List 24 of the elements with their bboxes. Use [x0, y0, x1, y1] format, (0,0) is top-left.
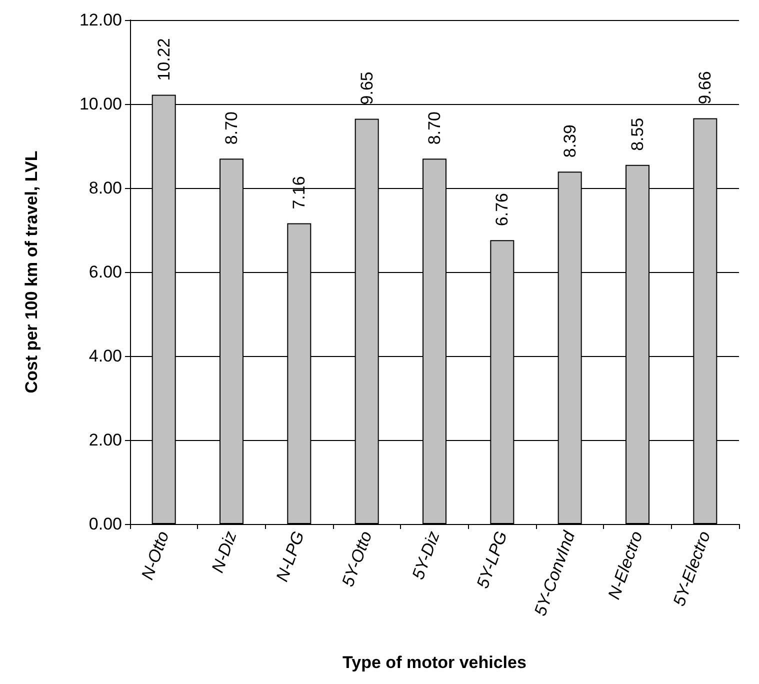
- data-label: 10.22: [154, 38, 174, 81]
- x-tick-label: N-Diz: [208, 528, 241, 576]
- data-label: 9.65: [357, 72, 376, 105]
- y-tick-label: 12.00: [79, 10, 122, 30]
- x-tick-label: N-Otto: [138, 528, 173, 582]
- y-tick-label: 2.00: [88, 430, 122, 450]
- data-label: 8.70: [222, 112, 241, 145]
- data-label: 8.39: [560, 124, 580, 158]
- data-label: 8.70: [425, 112, 444, 145]
- data-label: 8.55: [628, 118, 647, 151]
- y-tick-label: 0.00: [88, 514, 122, 534]
- x-tick-label: N-LPG: [272, 528, 308, 584]
- y-tick-label: 8.00: [88, 178, 122, 198]
- data-label: 7.16: [290, 176, 309, 210]
- y-axis-title: Cost per 100 km of travel, LVL: [22, 150, 41, 394]
- data-label: 6.76: [492, 192, 512, 226]
- x-tick-label: 5Y-LPG: [472, 528, 512, 591]
- data-label: 9.66: [696, 71, 715, 104]
- y-tick-label: 6.00: [88, 262, 122, 282]
- x-axis-title: Type of motor vehicles: [342, 653, 526, 672]
- x-tick-label: 5Y-Otto: [338, 528, 376, 590]
- x-tick-label: 5Y-Diz: [408, 528, 444, 582]
- y-tick-label: 4.00: [88, 346, 122, 366]
- y-tick-label: 10.00: [79, 94, 122, 114]
